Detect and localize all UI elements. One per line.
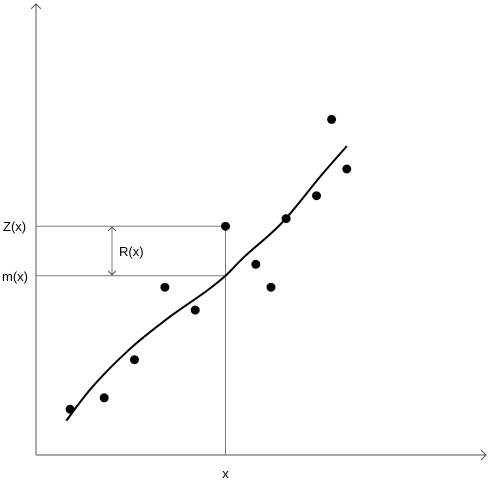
data-point: [281, 214, 291, 224]
data-point: [130, 355, 139, 365]
data-point: [342, 164, 352, 174]
data-point: [65, 404, 75, 414]
z-label: Z(x): [3, 219, 26, 234]
guide-lines: [36, 225, 226, 455]
data-point: [160, 282, 170, 292]
data-point: [327, 114, 337, 124]
r-label: R(x): [119, 244, 144, 259]
data-point: [251, 259, 261, 269]
m-label: m(x): [2, 269, 28, 284]
data-point: [221, 221, 230, 231]
x-marker-label: x: [222, 466, 229, 481]
fit-curve: [65, 145, 348, 422]
data-point: [99, 393, 109, 403]
data-point: [190, 305, 200, 315]
data-point: [266, 282, 276, 292]
data-point: [312, 191, 321, 201]
data-points: [65, 114, 352, 414]
